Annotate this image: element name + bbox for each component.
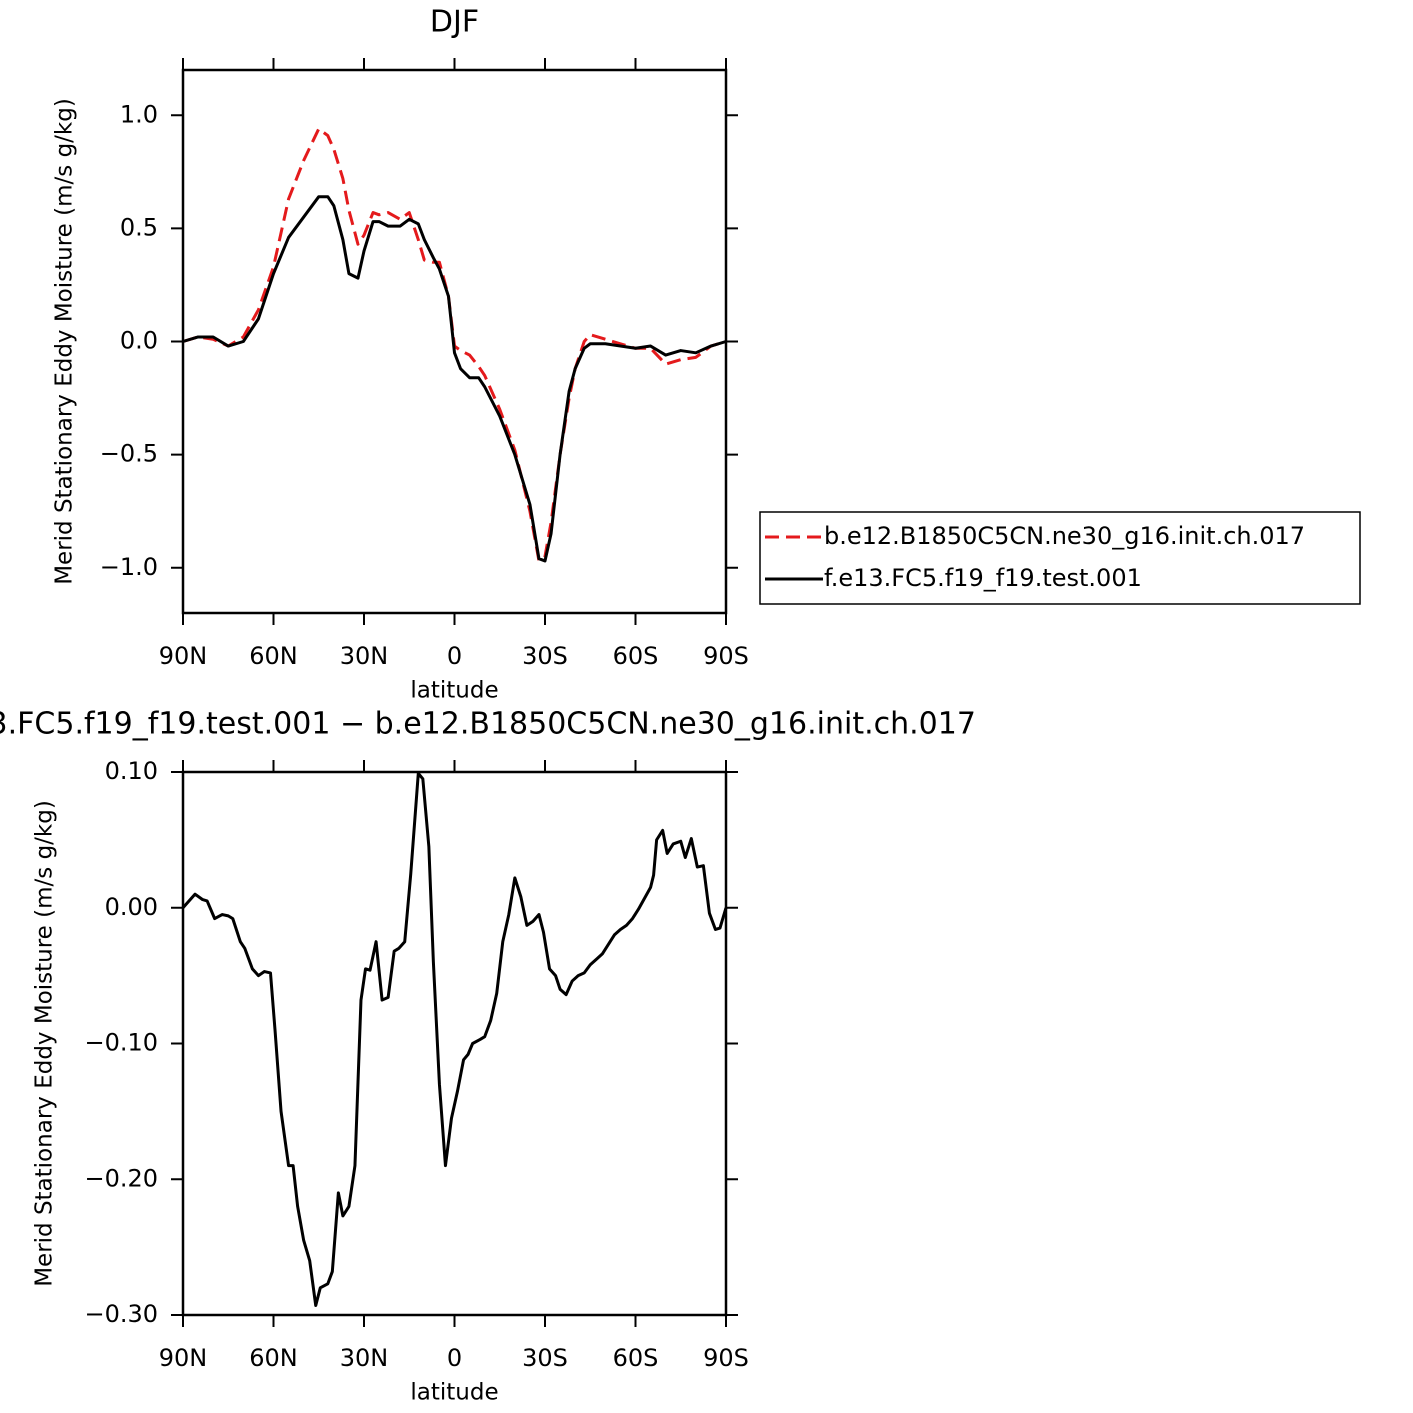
plot: f.e13.FC5.f19_f19.test.001 − b.e12.B1850… — [0, 707, 976, 1406]
chart-title: f.e13.FC5.f19_f19.test.001 − b.e12.B1850… — [0, 707, 976, 742]
legend: b.e12.B1850C5CN.ne30_g16.init.ch.017 f.e1… — [759, 511, 1361, 605]
y-axis-label: Merid Stationary Eddy Moisture (m/s g/kg… — [32, 800, 58, 1287]
y-tick-label: 0.5 — [120, 213, 158, 241]
x-tick-label: 30N — [340, 642, 389, 670]
x-tick-label: 60S — [613, 642, 659, 670]
x-tick-label: 90S — [703, 1344, 749, 1372]
x-axis-label: latitude — [410, 678, 498, 704]
y-axis-label: Merid Stationary Eddy Moisture (m/s g/kg… — [52, 98, 78, 585]
x-tick-label: 90S — [703, 642, 749, 670]
legend-label: b.e12.B1850C5CN.ne30_g16.init.ch.017 — [824, 522, 1305, 550]
x-tick-label: 0 — [447, 642, 462, 670]
data-line — [182, 195, 727, 563]
x-tick-label: 30S — [522, 1344, 568, 1372]
y-tick-label: −1.0 — [100, 553, 158, 581]
data-line — [181, 771, 728, 1307]
x-tick-label: 60S — [613, 1344, 659, 1372]
x-tick-label: 0 — [447, 1344, 462, 1372]
x-tick-label: 90N — [159, 642, 208, 670]
y-tick-label: −0.20 — [84, 1164, 158, 1192]
y-tick-label: 0.00 — [105, 893, 158, 921]
x-axis-label: latitude — [410, 1380, 498, 1406]
x-tick-label: 90N — [159, 1344, 208, 1372]
x-tick-label: 30N — [340, 1344, 389, 1372]
chart-title: DJF — [430, 5, 479, 40]
legend-box — [759, 511, 1361, 605]
x-tick-label: 60N — [249, 1344, 298, 1372]
y-tick-label: 1.0 — [120, 100, 158, 128]
y-tick-label: −0.5 — [100, 440, 158, 468]
x-tick-label: 60N — [249, 642, 298, 670]
plot: DJF 90N 60N 30N 0 30S 60S 90S −1.0 −0.5 0.0 0.5 1.0 l… — [52, 5, 1361, 704]
y-tick-label: −0.30 — [84, 1300, 158, 1328]
y-tick-label: −0.10 — [84, 1029, 158, 1057]
plot-frame — [181, 68, 728, 615]
plot-frame — [181, 770, 728, 1317]
legend-label: f.e13.FC5.f19_f19.test.001 — [824, 564, 1142, 592]
y-tick-label: 0.0 — [120, 327, 158, 355]
y-tick-label: 0.10 — [105, 757, 158, 785]
x-tick-label: 30S — [522, 642, 568, 670]
